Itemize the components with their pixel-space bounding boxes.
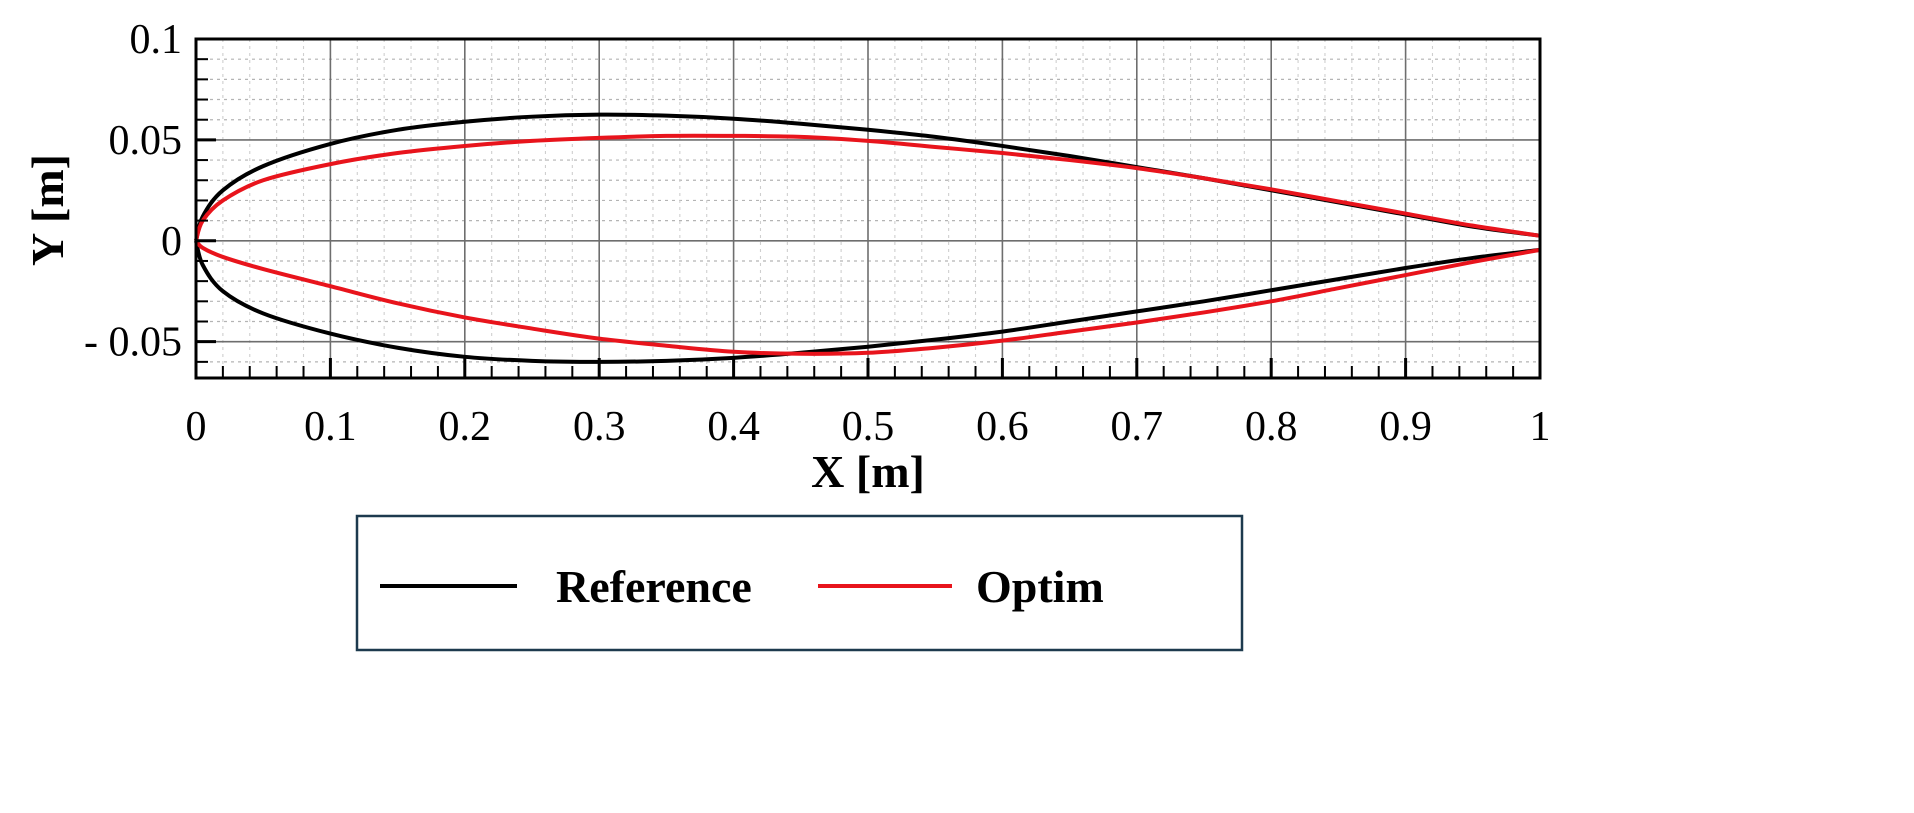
x-tick-label: 0.2 [439, 404, 492, 450]
tick-labels: 0 0.1 0.2 0.3 0.4 0.5 0.6 0.7 0.8 0.9 10.10.050- 0… [84, 17, 1551, 450]
legend-label-reference: Reference [556, 561, 752, 612]
x-tick-label: 0.8 [1245, 404, 1298, 450]
series-lines [194, 112, 1541, 364]
series-line-optim-upper [194, 133, 1541, 242]
x-tick-label: 0 [186, 404, 207, 450]
x-tick-label: 0.4 [707, 404, 760, 450]
y-tick-label: 0.1 [130, 17, 183, 63]
y-tick-label: 0.05 [109, 118, 183, 164]
y-axis-title: Y [m] [22, 154, 73, 266]
x-tick-label: 0.9 [1379, 404, 1432, 450]
x-axis-title: X [m] [811, 446, 925, 497]
legend-label-optim: Optim [976, 561, 1104, 612]
y-tick-label: - 0.05 [84, 320, 182, 366]
x-tick-label: 0.3 [573, 404, 626, 450]
x-tick-label: 0.1 [304, 404, 357, 450]
y-tick-label: 0 [161, 219, 182, 265]
x-tick-label: 0.7 [1111, 404, 1164, 450]
x-tick-label: 0.5 [842, 404, 895, 450]
x-tick-label: 0.6 [976, 404, 1029, 450]
axis-ticks [194, 37, 1542, 378]
x-tick-label: 1 [1530, 404, 1551, 450]
legend: Reference Optim [355, 514, 1244, 652]
series-line-optim-lower [194, 239, 1541, 356]
grid [195, 38, 1541, 378]
legend-box [355, 514, 1244, 652]
